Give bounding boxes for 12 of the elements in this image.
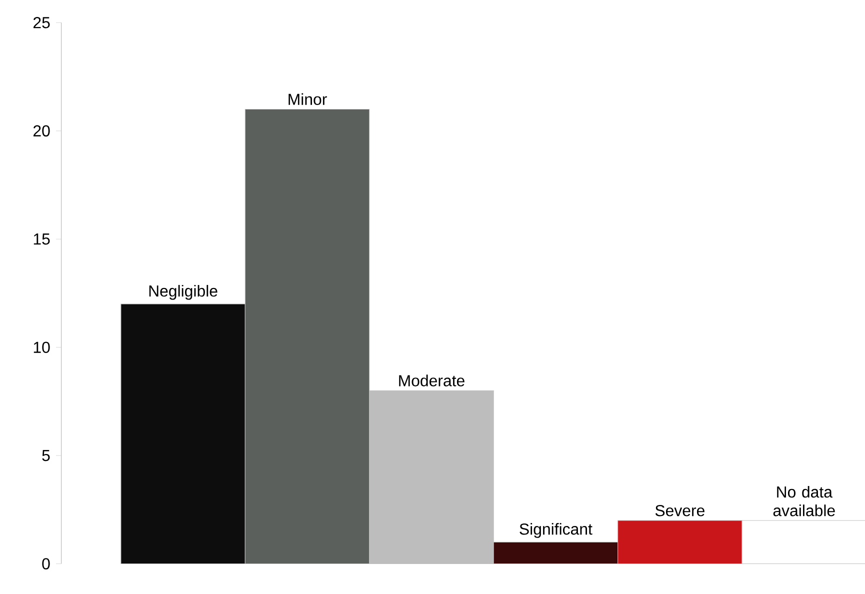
y-tick-label: 5	[42, 450, 50, 461]
y-tick-label: 20	[33, 125, 50, 136]
x-tick-label: Negligible	[149, 284, 218, 300]
y-tick-label: 15	[34, 233, 50, 244]
y-tick-label: 10	[34, 341, 50, 353]
x-tick-label: Severe	[655, 504, 704, 516]
y-tick-label: 25	[33, 16, 50, 28]
y-tick-label: 0	[42, 558, 50, 570]
x-tick-label: No data available	[773, 486, 835, 516]
x-tick-label: Minor	[288, 93, 327, 105]
x-tick-label: Moderate	[399, 374, 464, 386]
x-tick-label: Significant	[520, 522, 592, 538]
